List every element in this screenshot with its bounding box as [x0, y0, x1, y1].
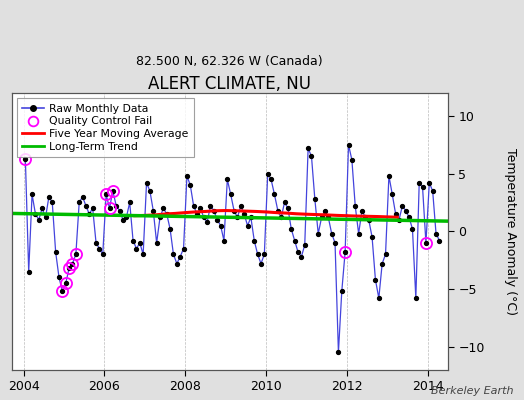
Title: ALERT CLIMATE, NU: ALERT CLIMATE, NU [148, 75, 311, 93]
Text: Berkeley Earth: Berkeley Earth [431, 386, 514, 396]
Y-axis label: Temperature Anomaly (°C): Temperature Anomaly (°C) [504, 148, 517, 315]
Legend: Raw Monthly Data, Quality Control Fail, Five Year Moving Average, Long-Term Tren: Raw Monthly Data, Quality Control Fail, … [17, 98, 194, 157]
Text: 82.500 N, 62.326 W (Canada): 82.500 N, 62.326 W (Canada) [136, 55, 323, 68]
